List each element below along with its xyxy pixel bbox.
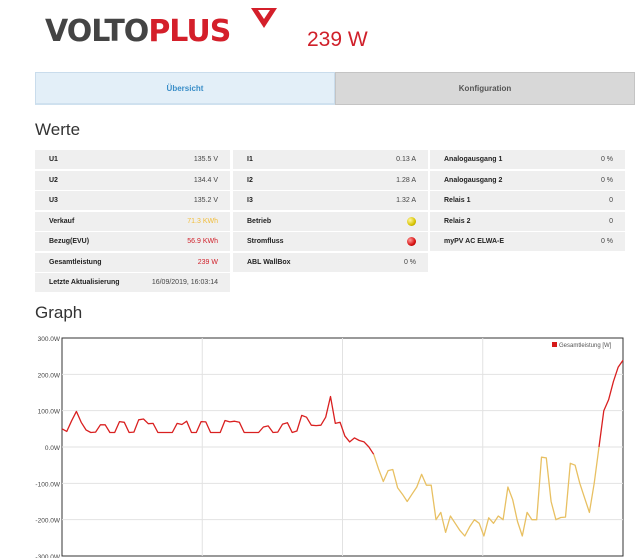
value-u1: 135.5 V [193,156,218,163]
label-gesamtleistung: Gesamtleistung [49,258,102,266]
tab-konfiguration[interactable]: Konfiguration [335,72,635,105]
value-letzte-aktualisierung: 16/09/2019, 16:03:14 [151,279,218,286]
value-abl-wallbox: 0 % [403,258,416,266]
label-analogausgang-2: Analogausgang 2 [444,176,503,184]
value-u2: 134.4 V [193,176,218,184]
value-row-u2: U2 134.4 V [35,170,230,190]
chart-y-tick-label: 300.0W [38,336,61,343]
value-row-verkauf: Verkauf 71.3 KWh [35,211,230,231]
label-relais-1: Relais 1 [444,197,471,204]
logo-mark-icon [251,8,277,28]
logo-text-volto: VOLTO [45,13,149,49]
value-bezug: 56.9 KWh [187,238,218,245]
value-row-betrieb: Betrieb [233,211,428,231]
value-row-i1: I1 0.13 A [233,150,428,169]
current-power: 239 W [307,28,368,51]
value-i2: 1.28 A [396,176,416,184]
chart-y-tick-label: 100.0W [38,409,61,416]
value-row-abl-wallbox: ABL WallBox 0 % [233,252,428,272]
label-letzte-aktualisierung: Letzte Aktualisierung [49,279,120,286]
value-row-gesamtleistung: Gesamtleistung 239 W [35,252,230,272]
value-analogausgang-1: 0 % [600,156,613,163]
value-row-i2: I2 1.28 A [233,170,428,190]
values-column-2: I1 0.13 A I2 1.28 A I3 1.32 A Betrieb Strom… [233,150,428,273]
chart-y-tick-label: 0.0W [45,445,61,452]
value-mypv-ac-elwa-e: 0 % [600,238,613,245]
label-analogausgang-1: Analogausgang 1 [444,156,503,163]
value-analogausgang-2: 0 % [600,176,613,184]
label-i3: I3 [247,197,253,204]
value-row-analogausgang-1: Analogausgang 1 0 % [430,150,625,169]
value-row-letzte-aktualisierung: Letzte Aktualisierung 16/09/2019, 16:03:1… [35,273,230,292]
value-row-stromfluss: Stromfluss [233,232,428,251]
section-heading-graph: Graph [35,303,83,322]
tab-uebersicht[interactable]: Übersicht [35,72,335,105]
label-abl-wallbox: ABL WallBox [247,258,291,266]
value-row-i3: I3 1.32 A [233,191,428,210]
value-relais-1: 0 [609,197,613,204]
label-mypv-ac-elwa-e: myPV AC ELWA-E [444,238,505,245]
value-i1: 0.13 A [396,156,416,163]
logo-text-plus: PLUS [148,13,231,49]
value-verkauf: 71.3 KWh [187,217,218,225]
label-stromfluss: Stromfluss [247,238,284,245]
value-row-u3: U3 135.2 V [35,191,230,210]
value-i3: 1.32 A [396,197,416,204]
value-row-relais-1: Relais 1 0 [430,191,625,210]
value-relais-2: 0 [609,217,613,225]
value-row-analogausgang-2: Analogausgang 2 0 % [430,170,625,190]
chart-series-line-gesamtleistung [61,395,375,455]
label-u2: U2 [49,176,58,184]
value-row-u1: U1 135.5 V [35,150,230,169]
betrieb-status-led-icon [407,216,416,226]
values-column-1: U1 135.5 V U2 134.4 V U3 135.2 V Verkauf 71.… [35,150,230,294]
chart-series-line-gesamtleistung [373,446,600,537]
chart-series-line-gesamtleistung [598,359,624,448]
label-u3: U3 [49,197,58,204]
chart-legend-swatch [552,342,557,347]
chart-y-tick-label: -200.0W [35,518,60,525]
power-line-chart: 300.0W 200.0W 100.0W 0.0W -100.0W -200.0W -300… [35,336,624,558]
label-bezug: Bezug(EVU) [49,238,90,245]
label-betrieb: Betrieb [247,217,272,225]
voltoplus-logo: VOLTO PLUS [45,8,277,52]
value-u3: 135.2 V [193,197,218,204]
label-relais-2: Relais 2 [444,217,471,225]
value-row-bezug: Bezug(EVU) 56.9 KWh [35,232,230,251]
label-verkauf: Verkauf [49,217,75,225]
chart-y-tick-label: -100.0W [35,481,60,488]
value-gesamtleistung: 239 W [197,258,218,266]
section-heading-werte: Werte [35,120,81,139]
label-i2: I2 [247,176,253,184]
value-row-mypv-ac-elwa-e: myPV AC ELWA-E 0 % [430,232,625,251]
chart-y-tick-label: -300.0W [35,554,60,558]
tab-bar: Übersicht Konfiguration [35,72,635,105]
chart-legend-label: Gesamtleistung [W] [559,343,612,349]
label-u1: U1 [49,156,58,163]
value-row-relais-2: Relais 2 0 [430,211,625,231]
values-column-3: Analogausgang 1 0 % Analogausgang 2 0 % Re… [430,150,625,253]
chart-y-tick-label: 200.0W [38,372,61,379]
stromfluss-status-led-icon [407,237,416,246]
label-i1: I1 [247,156,253,163]
header: VOLTO PLUS 239 W [0,0,640,70]
